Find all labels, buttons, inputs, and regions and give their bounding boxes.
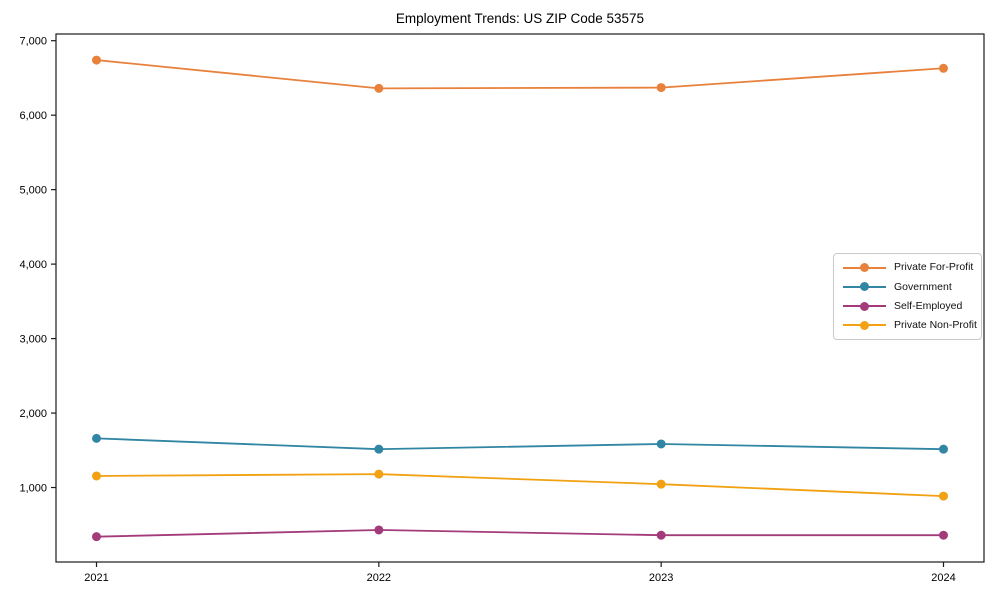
data-point-marker (939, 530, 948, 540)
series-line (95, 529, 945, 538)
x-tick-label: 2023 (649, 572, 673, 584)
line-marker-icon (843, 282, 886, 292)
data-point-marker (656, 439, 666, 449)
data-point-marker (92, 471, 101, 481)
y-tick-label: 5,000 (19, 184, 47, 196)
data-point-marker (939, 444, 948, 454)
legend-item-self-employed: Self-Employed (834, 301, 981, 312)
line-marker-icon (843, 320, 886, 330)
data-point-marker (939, 491, 948, 501)
data-point-marker (374, 444, 384, 454)
legend-label: Government (894, 280, 952, 293)
data-point-marker (92, 55, 101, 65)
x-tick-label: 2024 (931, 572, 955, 584)
data-point-marker (374, 83, 384, 93)
legend-label: Self-Employed (894, 299, 963, 312)
series-private-for-profit (92, 55, 948, 93)
legend-item-private-non-profit: Private Non-Profit (834, 320, 981, 331)
legend: Private For-Profit Government Self-Emplo… (833, 253, 982, 340)
series-line (95, 437, 945, 451)
data-point-marker (92, 433, 101, 443)
line-marker-icon (843, 263, 886, 273)
x-tick-label: 2022 (367, 572, 391, 584)
series-private-non-profit (92, 469, 948, 501)
series-line (95, 59, 945, 90)
y-tick-label: 7,000 (19, 36, 47, 48)
plot-spines (55, 33, 985, 563)
data-point-marker (656, 83, 666, 93)
data-point-marker (92, 532, 101, 542)
y-tick-label: 6,000 (19, 110, 47, 122)
data-point-marker (374, 525, 384, 535)
data-point-marker (939, 63, 948, 73)
series-government (92, 433, 948, 454)
x-axis: 2021 2022 2023 2024 (84, 562, 956, 584)
line-marker-icon (843, 301, 886, 311)
data-point-marker (656, 530, 666, 540)
series-line (95, 473, 945, 497)
legend-item-government: Government (834, 282, 981, 293)
data-point-marker (374, 469, 384, 479)
data-point-marker (656, 479, 666, 489)
y-tick-label: 3,000 (19, 333, 47, 345)
chart-title: Employment Trends: US ZIP Code 53575 (395, 11, 645, 26)
y-axis: 1,000 2,000 3,000 4,000 5,000 6,000 7,000 (19, 36, 56, 494)
series-self-employed (92, 525, 948, 542)
legend-label: Private Non-Profit (894, 319, 977, 332)
y-tick-label: 2,000 (19, 408, 47, 420)
x-tick-label: 2021 (84, 572, 108, 584)
legend-item-private-for-profit: Private For-Profit (834, 262, 981, 273)
legend-label: Private For-Profit (894, 261, 974, 274)
y-tick-label: 1,000 (19, 482, 47, 494)
y-tick-label: 4,000 (19, 259, 47, 271)
